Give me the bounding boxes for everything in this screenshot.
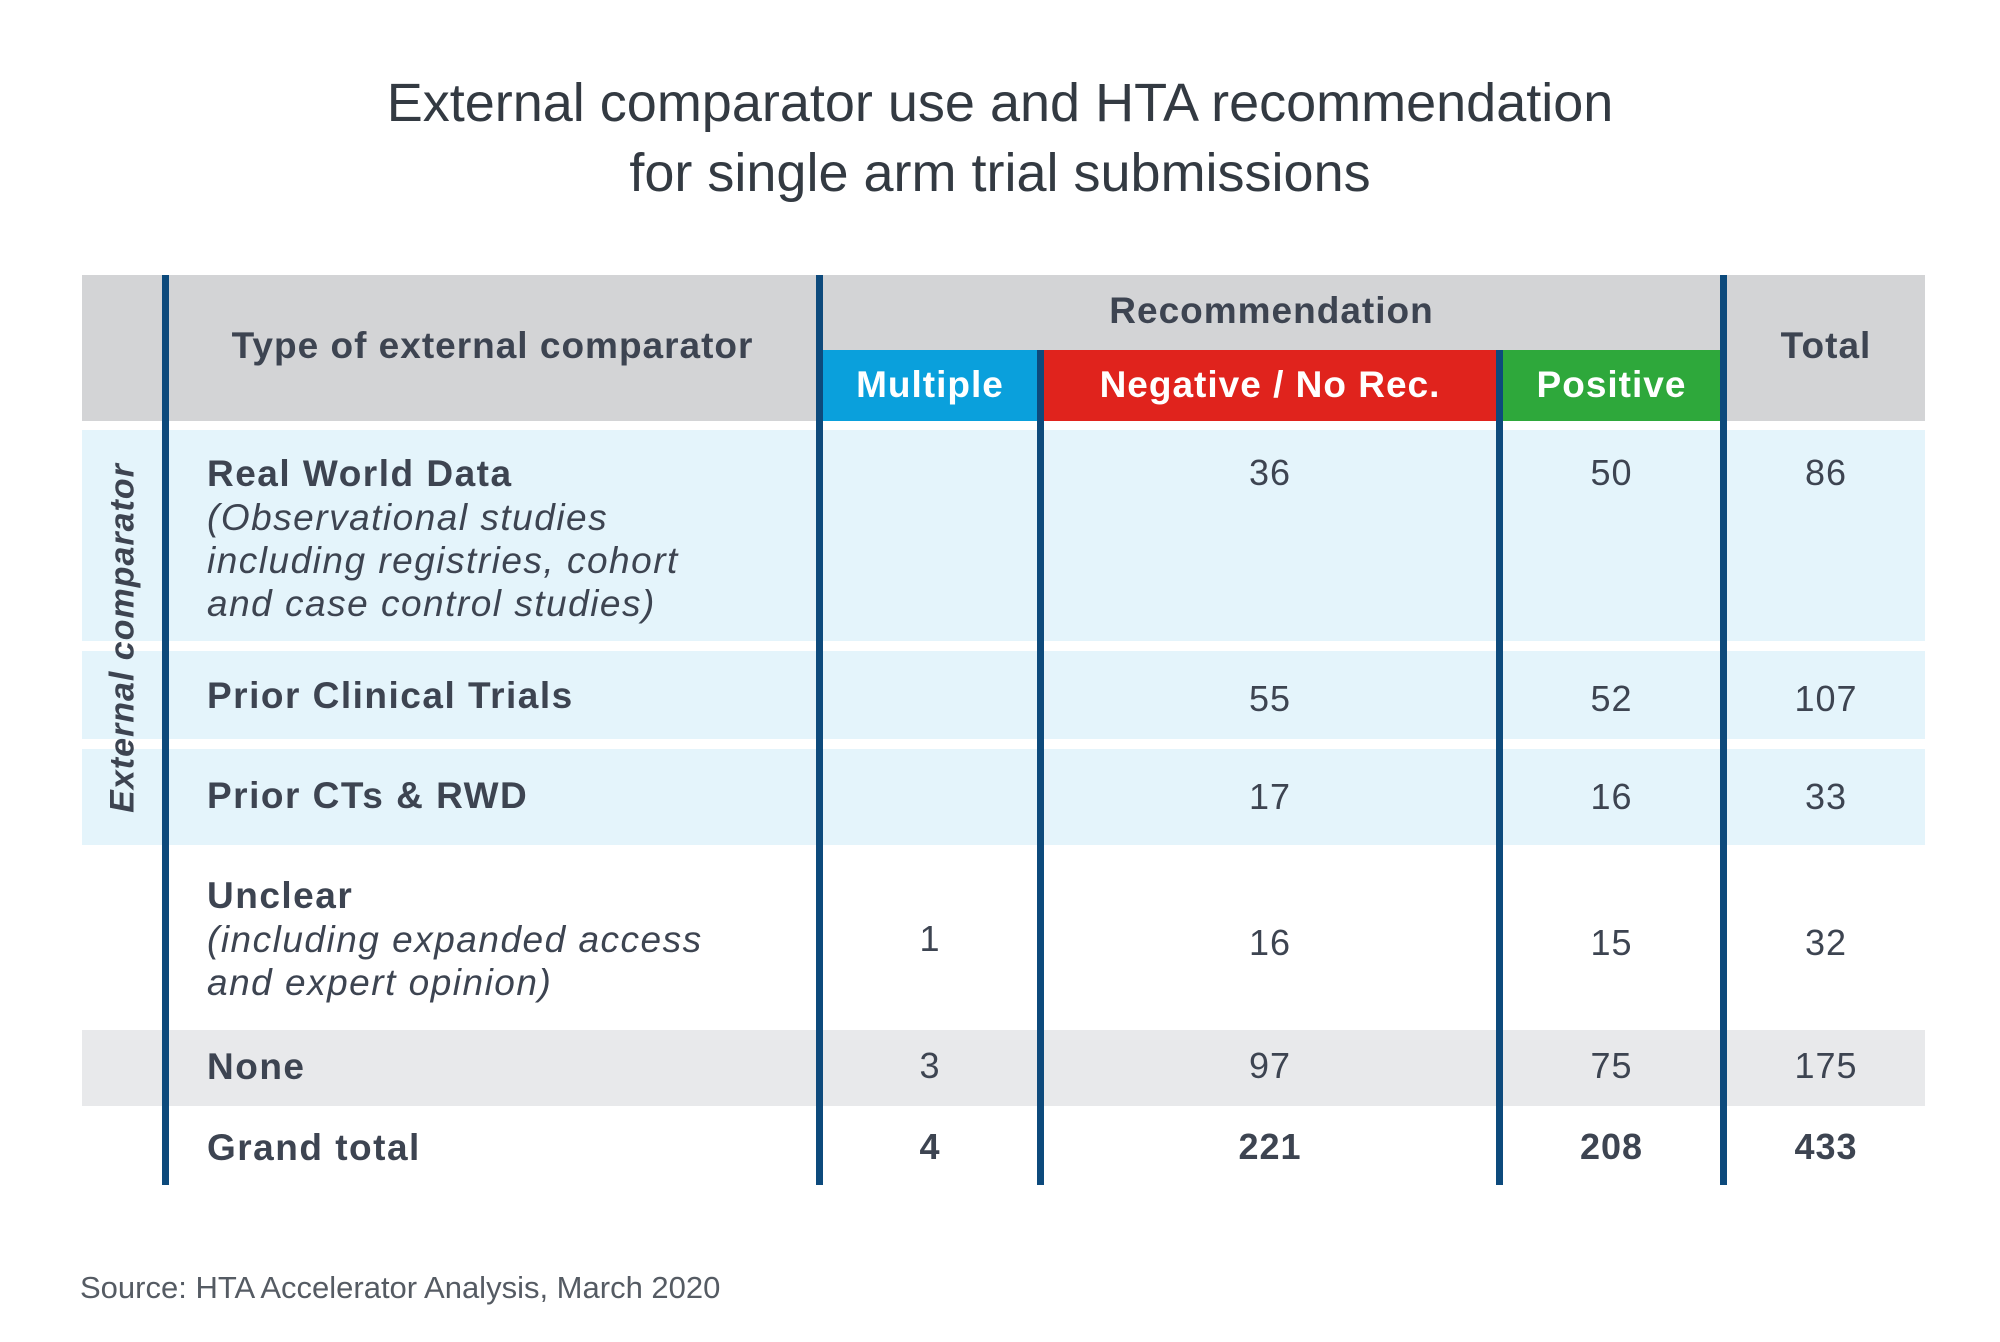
cell-total: 32 xyxy=(1804,922,1848,963)
cell-multiple: 4 xyxy=(919,1126,941,1167)
cell-negative: 55 xyxy=(1248,678,1292,719)
cell-total: 175 xyxy=(1794,1045,1858,1086)
column-divider xyxy=(1037,350,1044,1185)
cell-total: 86 xyxy=(1804,452,1848,493)
cell-negative: 17 xyxy=(1248,776,1292,817)
row-bg-none xyxy=(82,1030,1925,1106)
row-label-unclear: Unclear (including expanded access and e… xyxy=(207,875,703,1003)
row-separator xyxy=(82,739,1925,749)
header-positive: Positive xyxy=(1536,364,1687,405)
positive-header-band xyxy=(1500,350,1722,421)
column-divider xyxy=(162,275,169,1185)
row-label-none: None xyxy=(207,1046,306,1087)
cell-negative: 97 xyxy=(1248,1045,1292,1086)
header-negative: Negative / No Rec. xyxy=(1099,364,1441,405)
row-bg-real-world-data xyxy=(82,430,1925,641)
negative-header-band xyxy=(1040,350,1500,421)
header-multiple: Multiple xyxy=(856,364,1004,405)
header-recommendation: Recommendation xyxy=(1109,290,1434,331)
row-separator xyxy=(82,641,1925,651)
row-label-prior-cts-rwd: Prior CTs & RWD xyxy=(207,775,529,816)
cell-positive: 52 xyxy=(1590,678,1633,719)
column-divider xyxy=(1496,350,1503,1185)
chart-title: External comparator use and HTA recommen… xyxy=(0,68,2000,208)
multiple-header-band xyxy=(820,350,1040,421)
header-total: Total xyxy=(1780,325,1872,366)
cell-negative: 36 xyxy=(1248,452,1292,493)
cell-positive: 75 xyxy=(1590,1045,1633,1086)
source-note: Source: HTA Accelerator Analysis, March … xyxy=(80,1270,721,1305)
cell-negative: 16 xyxy=(1248,922,1292,963)
row-label-grand-total: Grand total xyxy=(207,1127,421,1168)
cell-total: 433 xyxy=(1794,1126,1858,1167)
cell-positive: 50 xyxy=(1590,452,1633,493)
cell-negative: 221 xyxy=(1238,1126,1302,1167)
cell-total: 33 xyxy=(1804,776,1848,817)
cell-positive: 15 xyxy=(1590,922,1633,963)
column-divider xyxy=(816,275,823,1185)
row-bg-prior-clinical-trials xyxy=(82,651,1925,739)
cell-positive: 16 xyxy=(1590,776,1633,817)
row-bg-prior-cts-rwd xyxy=(82,749,1925,845)
title-line-1: External comparator use and HTA recommen… xyxy=(386,73,1614,133)
column-divider xyxy=(1720,275,1727,1185)
cell-multiple: 3 xyxy=(919,1045,941,1086)
cell-total: 107 xyxy=(1794,678,1858,719)
header-type-of-external-comparator: Type of external comparator xyxy=(231,325,754,366)
row-label-real-world-data: Real World Data (Observational studies i… xyxy=(207,453,679,624)
row-label-prior-clinical-trials: Prior Clinical Trials xyxy=(207,675,574,716)
cell-multiple: 1 xyxy=(919,918,941,959)
title-line-2: for single arm trial submissions xyxy=(629,143,1371,203)
external-comparator-side-label: External comparator xyxy=(103,462,142,813)
cell-positive: 208 xyxy=(1579,1126,1644,1167)
